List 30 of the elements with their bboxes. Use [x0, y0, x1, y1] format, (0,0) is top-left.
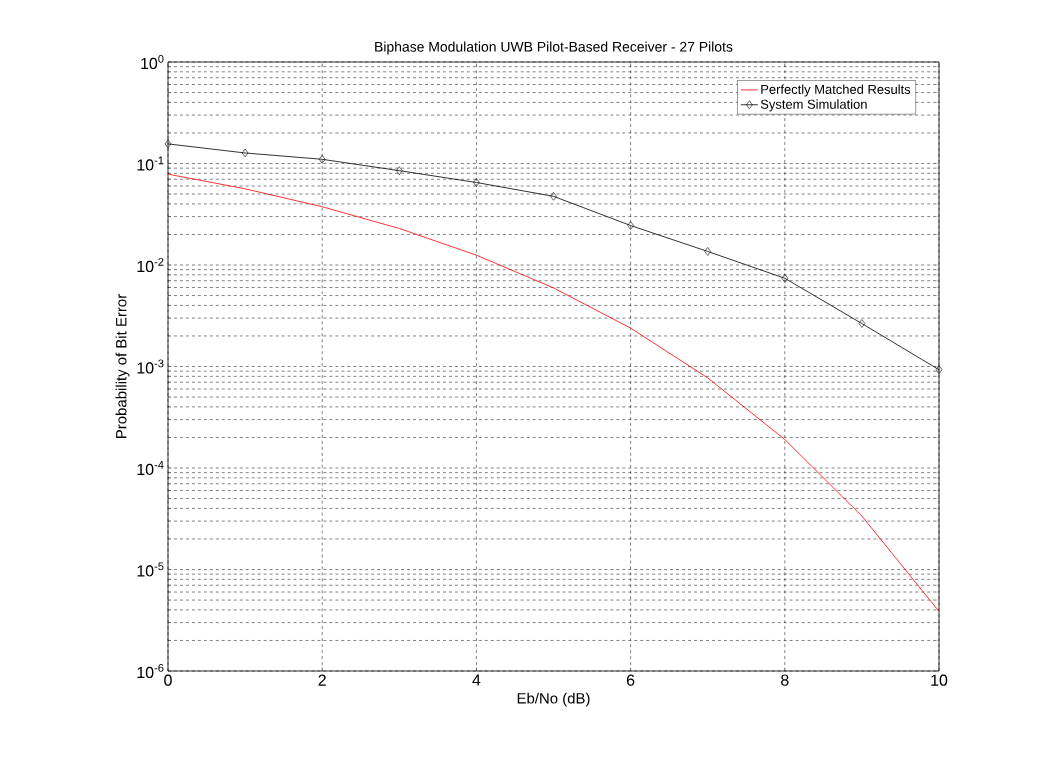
- x-tick-label: 10: [931, 674, 948, 686]
- y-axis-title: Probability of Bit Error: [115, 294, 130, 438]
- point: [241, 148, 249, 158]
- point: [704, 247, 711, 256]
- x-tick-label: 4: [472, 674, 481, 686]
- y-tick-label: 10$^{-4}$: [137, 460, 164, 476]
- y-tick-label: 10$^{-3}$: [137, 359, 164, 374]
- y-tick-label: 10$^{-2}$: [137, 257, 164, 273]
- legend-label: Perfectly Matched Results: [761, 84, 911, 97]
- y-tick-label: 10$^{-6}$: [137, 663, 164, 679]
- point: [164, 139, 172, 149]
- chart-title: Biphase Modulation UWB Pilot-Based Receiver - 27 Pilots: [375, 41, 733, 55]
- y-tick-label: 10$^{-5}$: [137, 562, 164, 577]
- legend-label: System Simulation: [760, 99, 867, 112]
- point: [781, 273, 789, 283]
- x-tick-label: 8: [781, 674, 789, 686]
- y-tick-label: 10$^{-1}$: [137, 156, 164, 171]
- point: [550, 192, 557, 201]
- point: [858, 319, 866, 328]
- point: [473, 178, 480, 187]
- point: [396, 166, 403, 175]
- line-series: [168, 173, 940, 612]
- y-tick-label: 10$^{0}$: [141, 54, 164, 70]
- x-axis-title: Eb/No (dB): [517, 692, 590, 707]
- point: [318, 155, 326, 164]
- point: [627, 221, 634, 230]
- x-tick-label: 2: [318, 674, 326, 686]
- point: [935, 365, 943, 374]
- x-tick-label: 0: [164, 674, 172, 686]
- x-tick-label: 6: [626, 674, 635, 686]
